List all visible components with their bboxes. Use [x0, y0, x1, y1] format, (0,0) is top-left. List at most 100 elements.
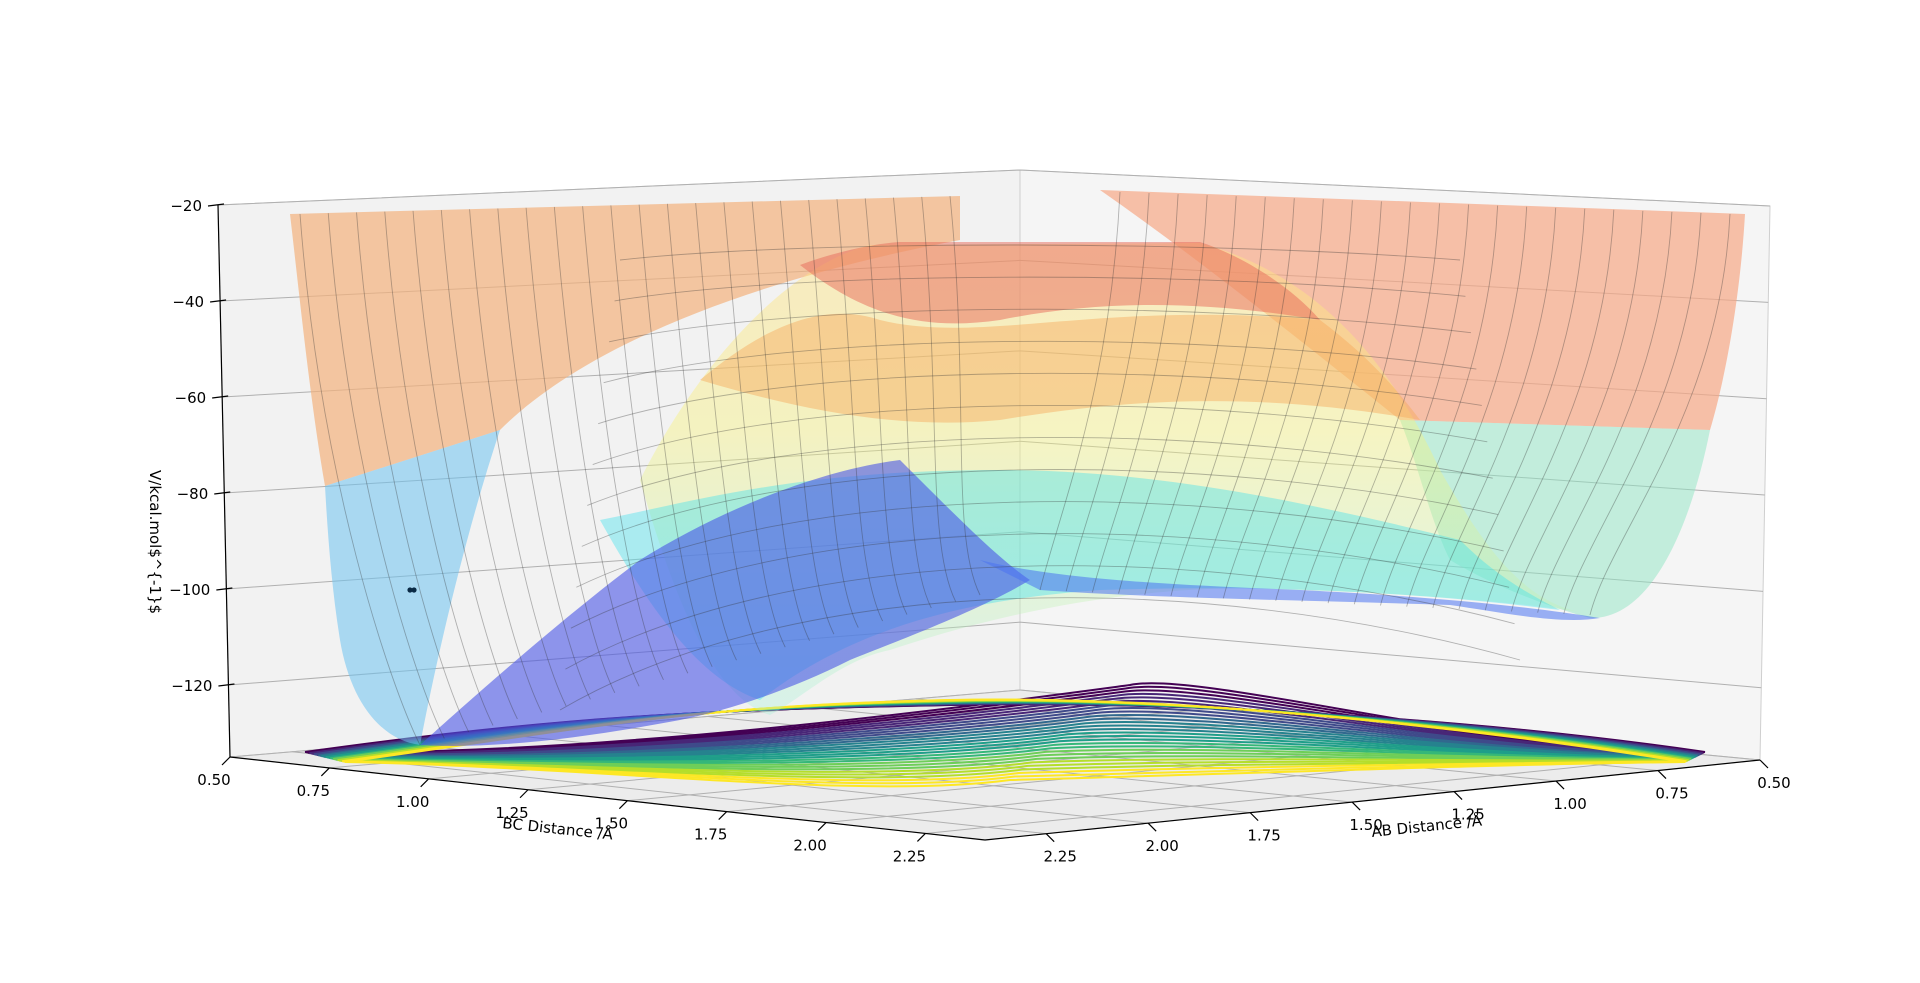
z-tick-label: −100	[169, 581, 210, 599]
surface-mesh-line	[1510, 210, 1644, 612]
z-grid-line	[228, 621, 1762, 689]
z-tick-label: −20	[170, 197, 202, 215]
z-tick-label: −40	[172, 293, 204, 311]
surface-mesh-line	[1563, 212, 1702, 614]
ab-tick-mark	[1351, 801, 1361, 811]
z-axis-spine	[217, 204, 231, 758]
z-tick-mark	[207, 203, 225, 207]
surface-mesh-line	[695, 203, 762, 654]
surface-mesh-line	[559, 597, 1521, 711]
surface-mesh-line	[610, 205, 689, 674]
surface-mesh-line	[751, 201, 810, 641]
surface-mesh-line	[553, 206, 640, 687]
bc-grid-line	[925, 753, 1702, 834]
bc-tick-mark	[817, 822, 827, 831]
z-tick-mark	[210, 299, 227, 303]
z-grid-line	[217, 169, 1771, 207]
reactant-valley	[420, 460, 1030, 746]
left-wall-upper	[290, 196, 960, 486]
surface-mesh-line	[1406, 206, 1528, 607]
surface-mesh-line	[666, 203, 737, 661]
ab-axis-label: AB Distance /Å	[1370, 810, 1483, 841]
ab-tick-mark	[1045, 833, 1055, 843]
surface-mesh-line	[1091, 194, 1179, 593]
surface-mesh-line	[469, 209, 567, 707]
surface-mesh-line	[779, 200, 835, 635]
ab-tick-mark	[1147, 822, 1157, 832]
surface-mesh-line	[608, 308, 1471, 343]
barrier-orange-band	[700, 313, 1420, 423]
bc-tick-label: 1.75	[694, 826, 727, 844]
surface-mesh-line	[587, 437, 1493, 506]
ab-tick-mark	[1657, 770, 1667, 779]
bc-axis-spine	[229, 756, 986, 841]
bc-tick-label: 2.00	[793, 837, 826, 855]
z-tick-mark	[212, 395, 229, 399]
ab-axis-spine	[984, 759, 1761, 841]
surface-mesh-line	[1301, 202, 1411, 603]
surface-mesh-line	[565, 565, 1515, 670]
surface-mesh-line	[1144, 196, 1237, 595]
surface-mesh-line	[619, 244, 1461, 261]
surface-mesh-line	[598, 372, 1482, 425]
bc-tick-label: 2.25	[893, 847, 926, 865]
z-tick-label: −80	[177, 485, 209, 503]
surface-mesh-line	[603, 340, 1477, 384]
z-tick-label: −120	[171, 677, 212, 695]
ab-grid-line	[292, 751, 1047, 835]
potential-energy-surface	[290, 190, 1745, 746]
surface-mesh-line	[864, 198, 908, 615]
ab-tick-label: 1.00	[1553, 795, 1586, 813]
ab-tick-mark	[1453, 791, 1463, 801]
surface-mesh-line	[356, 212, 470, 733]
ab-tick-mark	[1249, 812, 1259, 822]
z-tick-mark	[216, 587, 233, 591]
surface-mesh-line	[525, 207, 616, 694]
bc-tick-mark	[320, 767, 330, 777]
z-tick-label: −60	[175, 389, 207, 407]
surface-mesh-line	[1249, 200, 1353, 600]
surface-mesh-line	[893, 197, 932, 609]
surface-mesh-line	[570, 533, 1510, 629]
z-axis-label: V/kcal.mol$^{-1}$	[146, 470, 164, 614]
surface-mesh-line	[1353, 204, 1470, 605]
bc-tick-mark	[718, 811, 728, 821]
surface-mesh-line	[327, 213, 445, 739]
bc-tick-mark	[916, 833, 926, 842]
surface-mesh-line	[1170, 197, 1266, 597]
surface-mesh-line	[299, 213, 421, 746]
ab-tick-label: 2.25	[1043, 848, 1076, 866]
bc-tick-mark	[221, 756, 231, 766]
bc-axis-ticks: 0.50 0.75 1.00 1.25 1.50 1.75 2.00 2.25	[197, 756, 926, 865]
ab-tick-label: 0.50	[1757, 774, 1790, 792]
bc-tick-mark	[618, 800, 628, 810]
surface-mesh-line	[1222, 199, 1324, 599]
bc-tick-label: 1.25	[495, 804, 528, 822]
surface-mesh-line	[581, 469, 1499, 547]
bc-tick-mark	[420, 778, 430, 788]
surface-mesh-line	[949, 195, 981, 596]
ab-tick-label: 0.75	[1655, 785, 1688, 803]
ab-tick-label: 1.50	[1349, 816, 1382, 834]
surface-mesh-line	[1458, 208, 1586, 610]
surface-mesh-line	[1196, 198, 1295, 598]
surface-mesh-line	[582, 206, 664, 680]
surface-mesh-line	[723, 202, 786, 648]
z-tick-mark	[214, 491, 231, 495]
product-valley	[980, 560, 1600, 621]
surface-mesh-line	[384, 211, 494, 726]
z-axis-ticks: −20 −40 −60 −80 −100 −120	[169, 197, 235, 695]
surface-mesh-line	[638, 204, 713, 667]
right-wall-upper	[1100, 190, 1745, 430]
ab-tick-label: 1.25	[1451, 806, 1484, 824]
surface-mesh-line	[576, 501, 1504, 588]
surface-mesh-line	[836, 199, 884, 622]
ab-tick-mark	[1555, 780, 1565, 790]
barrier-redcap	[800, 242, 1320, 324]
trajectory-marker	[407, 587, 417, 593]
surface-mesh-line	[1118, 195, 1208, 594]
surface-mesh-line	[1275, 201, 1382, 601]
ab-axis-ticks: 0.50 0.75 1.00 1.25 1.50 1.75 2.00 2.25	[1043, 759, 1791, 866]
surface-mesh-line	[1537, 211, 1673, 613]
surface-mesh-line	[1589, 213, 1731, 616]
